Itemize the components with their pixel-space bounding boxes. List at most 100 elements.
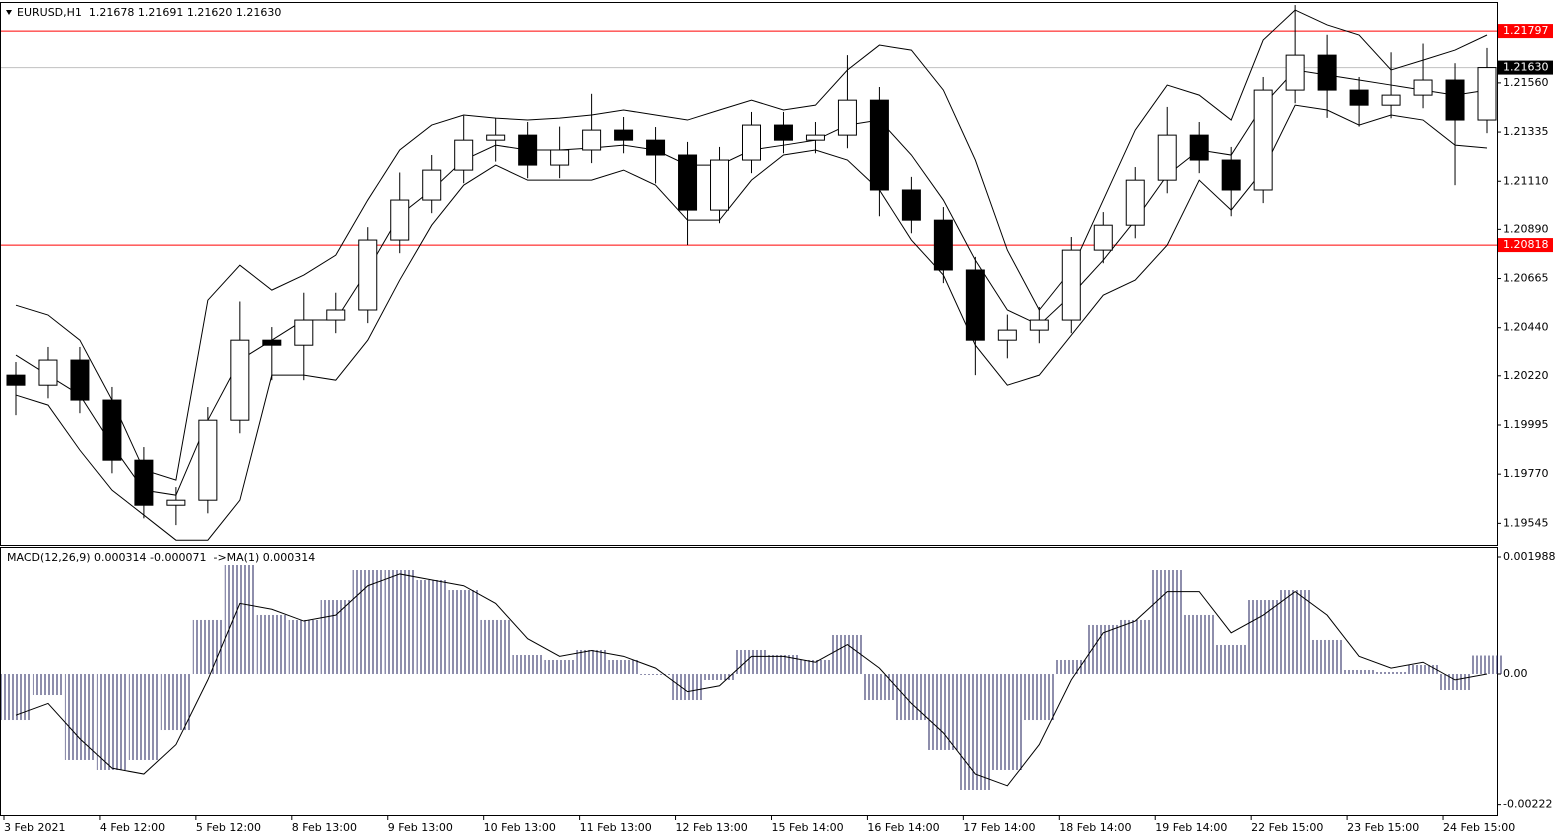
y-tick-label: 1.20440 [1503, 321, 1549, 334]
macd-bar [480, 619, 511, 674]
x-tick-label: 9 Feb 13:00 [388, 821, 453, 834]
y-tick-label: 1.20220 [1503, 369, 1549, 382]
candle-body [1477, 67, 1497, 121]
macd-bar [192, 619, 223, 674]
candle-body [710, 159, 730, 211]
candle-body [933, 219, 953, 271]
candle-body [6, 374, 26, 386]
candle [390, 172, 410, 254]
macd-bar [1184, 614, 1215, 674]
candle-body [837, 99, 857, 136]
macd-bar [64, 673, 95, 760]
candle-body [422, 169, 442, 201]
candle-body [773, 124, 793, 141]
candle-body [1317, 54, 1337, 91]
macd-bar [32, 673, 63, 696]
price-label-box [1498, 24, 1553, 39]
candle [198, 407, 218, 514]
candle [486, 117, 506, 162]
macd-bar [416, 580, 447, 674]
candle [901, 176, 921, 234]
candle-body [550, 149, 570, 166]
candle-body [1093, 224, 1113, 251]
x-tick-label: 16 Feb 14:00 [867, 821, 939, 834]
macd-bar [448, 590, 479, 674]
candle [837, 55, 857, 149]
candle [6, 362, 26, 416]
price-label-box [1498, 60, 1553, 75]
candle-body [965, 269, 985, 341]
candle-body [1349, 89, 1369, 106]
macd-header: MACD(12,26,9) 0.000314 -0.000071 ->MA(1)… [7, 551, 315, 564]
candle [741, 111, 761, 174]
candle-body [741, 124, 761, 161]
candle [518, 122, 538, 179]
candle-body [1285, 54, 1305, 91]
macd-bar [1440, 673, 1471, 691]
candle-body [582, 129, 602, 151]
candle [102, 386, 122, 474]
macd-bar [256, 614, 287, 674]
y-tick-label: -0.00222 [1503, 798, 1552, 811]
bollinger-lower [15, 104, 1488, 541]
candle [805, 122, 825, 154]
candle [1189, 122, 1209, 174]
macd-bar [1280, 590, 1311, 674]
candle-body [326, 309, 346, 321]
macd-bar [992, 673, 1023, 770]
candle-body [230, 339, 250, 421]
candle-body [38, 359, 58, 386]
x-tick-label: 3 Feb 2021 [4, 821, 65, 834]
candle-body [166, 499, 186, 506]
y-tick-label: 1.20890 [1503, 222, 1549, 235]
y-tick-label: 1.19770 [1503, 467, 1549, 480]
x-tick-label: 24 Feb 15:00 [1443, 821, 1515, 834]
macd-bar [672, 673, 703, 701]
candle [550, 126, 570, 179]
candle-body [294, 319, 314, 346]
macd-bar [1216, 644, 1247, 674]
candle [933, 207, 953, 284]
macd-bar [224, 565, 255, 674]
y-tick-label: 0.001988 [1503, 550, 1556, 563]
candle [1477, 47, 1497, 134]
macd-bar [928, 673, 959, 750]
candle [678, 141, 698, 246]
menu-arrow[interactable] [6, 10, 12, 15]
candle-body [134, 459, 154, 506]
candle-body [1157, 134, 1177, 181]
price-label: 1.21630 [1503, 61, 1549, 74]
candle [294, 292, 314, 381]
macd-bar [128, 673, 159, 760]
x-tick-label: 18 Feb 14:00 [1059, 821, 1131, 834]
y-tick-label: 1.21335 [1503, 125, 1549, 138]
candle-body [869, 99, 889, 191]
candle-body [646, 139, 666, 156]
candle-body [1189, 134, 1209, 161]
main-panel [0, 2, 1498, 546]
candle [773, 111, 793, 154]
macd-signal [15, 573, 1488, 787]
y-tick-label: 1.19545 [1503, 516, 1549, 529]
macd-bar [352, 570, 383, 674]
candle [230, 301, 250, 434]
y-tick-label: 1.21560 [1503, 76, 1549, 89]
macd-bar [320, 600, 351, 674]
macd-bar [1472, 655, 1503, 674]
candle-body [1125, 179, 1145, 226]
x-tick-label: 17 Feb 14:00 [963, 821, 1035, 834]
macd-bar [1312, 639, 1343, 674]
x-tick-label: 22 Feb 15:00 [1251, 821, 1323, 834]
candle-body [1221, 159, 1241, 191]
macd-bar [704, 673, 735, 680]
x-tick-label: 8 Feb 13:00 [292, 821, 357, 834]
candle-body [901, 189, 921, 221]
x-tick-label: 11 Feb 13:00 [580, 821, 652, 834]
candle [326, 292, 346, 334]
candle-body [678, 154, 698, 211]
candle [1157, 106, 1177, 194]
candle [166, 487, 186, 526]
candle-body [198, 419, 218, 501]
x-tick-label: 4 Feb 12:00 [100, 821, 165, 834]
